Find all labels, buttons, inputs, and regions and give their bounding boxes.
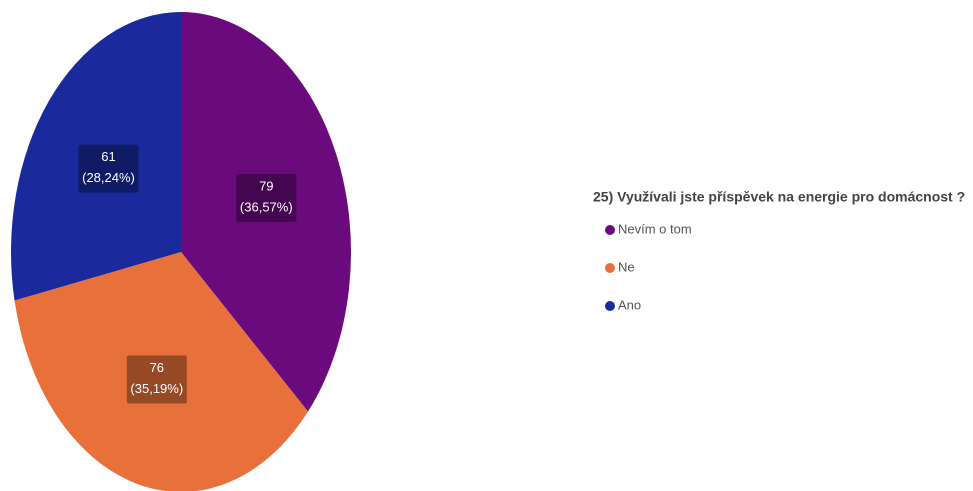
pie-slice (10, 12, 181, 301)
legend-dot (605, 263, 615, 273)
share-label: (36,57%) (240, 199, 293, 214)
legend-label: Ano (618, 297, 641, 312)
value-label: 79 (259, 178, 273, 193)
legend-title: 25) Využívali jste příspěvek na energie … (593, 189, 965, 205)
label-box (78, 144, 139, 193)
legend-dot (605, 301, 615, 311)
label-box (236, 173, 297, 222)
value-label: 61 (101, 149, 115, 164)
pie-slice (181, 12, 351, 412)
share-label: (35,19%) (130, 381, 183, 396)
share-label: (28,24%) (82, 170, 135, 185)
legend-label: Ne (618, 259, 635, 274)
label-box (126, 355, 187, 404)
pie-slice (14, 252, 308, 491)
value-label: 76 (150, 360, 164, 375)
legend-label: Nevím o tom (618, 221, 692, 236)
legend-dot (605, 225, 615, 235)
